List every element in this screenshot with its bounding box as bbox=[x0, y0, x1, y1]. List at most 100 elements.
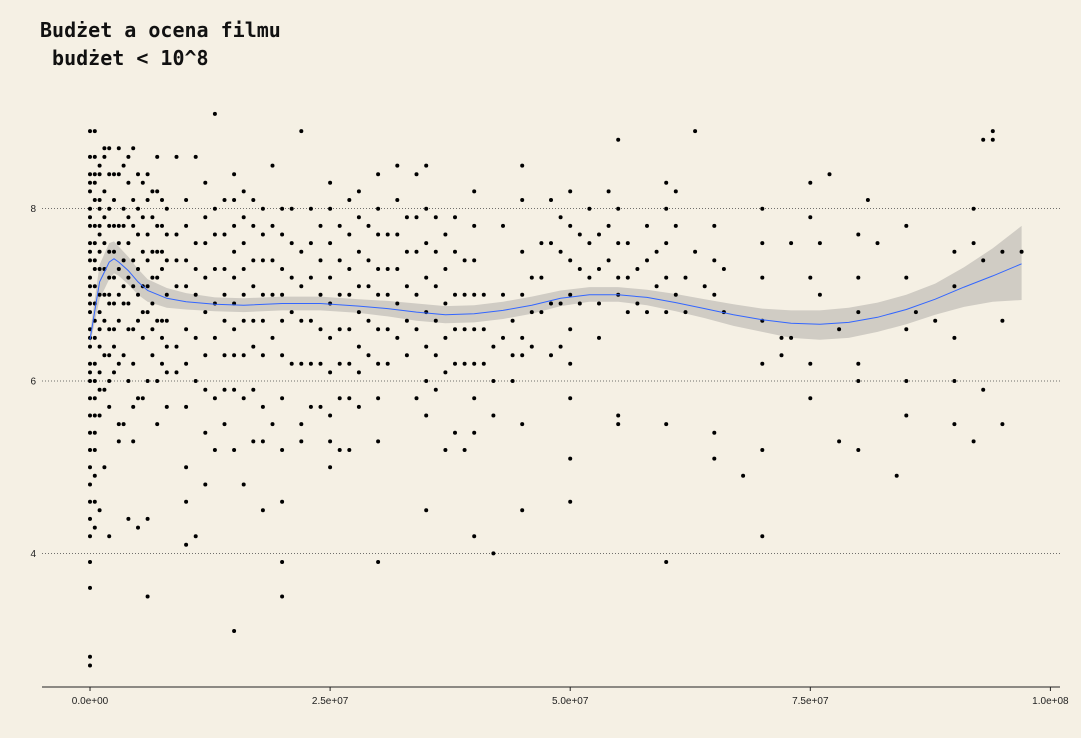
data-point bbox=[121, 223, 126, 228]
data-point bbox=[112, 327, 116, 332]
data-point bbox=[116, 241, 121, 246]
data-point bbox=[184, 258, 189, 263]
data-point bbox=[424, 508, 429, 513]
data-point bbox=[88, 327, 92, 332]
data-point bbox=[160, 318, 164, 323]
data-point bbox=[990, 137, 995, 142]
data-point bbox=[102, 292, 107, 297]
data-point bbox=[88, 516, 92, 521]
data-point bbox=[260, 404, 265, 409]
data-point bbox=[424, 241, 429, 246]
data-point bbox=[136, 318, 140, 323]
data-point bbox=[453, 292, 457, 297]
data-point bbox=[712, 258, 717, 263]
data-point bbox=[299, 284, 304, 289]
data-point bbox=[635, 267, 640, 271]
data-point bbox=[981, 387, 986, 392]
data-point bbox=[88, 172, 92, 177]
data-point bbox=[126, 379, 131, 383]
data-point bbox=[520, 249, 525, 254]
data-point bbox=[347, 232, 352, 237]
data-point bbox=[385, 292, 390, 297]
data-point bbox=[193, 241, 198, 246]
data-point bbox=[203, 353, 208, 358]
data-point bbox=[150, 353, 155, 358]
data-point bbox=[453, 327, 457, 332]
data-point bbox=[808, 361, 813, 366]
data-point bbox=[558, 344, 563, 349]
data-point bbox=[990, 129, 995, 134]
data-point bbox=[88, 189, 92, 194]
data-point bbox=[92, 198, 97, 202]
data-point bbox=[741, 473, 746, 478]
data-point bbox=[971, 439, 976, 444]
data-point bbox=[433, 284, 438, 289]
data-point bbox=[472, 327, 477, 332]
data-point bbox=[875, 241, 880, 246]
data-point bbox=[462, 258, 467, 263]
data-point bbox=[347, 448, 352, 452]
x-tick-label: 0.0e+00 bbox=[72, 696, 109, 707]
data-point bbox=[645, 310, 649, 315]
data-point bbox=[414, 327, 419, 332]
data-point bbox=[952, 379, 957, 383]
data-point bbox=[280, 594, 285, 599]
data-point bbox=[808, 180, 813, 185]
data-point bbox=[472, 361, 477, 366]
data-point bbox=[260, 206, 265, 211]
data-point bbox=[164, 258, 169, 263]
data-point bbox=[136, 292, 140, 297]
data-point bbox=[88, 585, 92, 590]
data-point bbox=[107, 301, 112, 306]
data-point bbox=[88, 430, 92, 435]
data-point bbox=[712, 292, 717, 297]
data-point bbox=[356, 249, 361, 254]
data-point bbox=[97, 267, 102, 271]
data-point bbox=[443, 448, 448, 452]
data-point bbox=[865, 198, 870, 202]
data-point bbox=[155, 154, 160, 159]
data-point bbox=[155, 223, 160, 228]
x-tick-label: 1.0e+08 bbox=[1032, 696, 1069, 707]
data-point bbox=[779, 353, 784, 358]
data-point bbox=[160, 249, 164, 254]
data-point bbox=[212, 448, 217, 452]
data-point bbox=[491, 379, 496, 383]
data-point bbox=[308, 206, 313, 211]
data-point bbox=[414, 396, 419, 401]
data-point bbox=[587, 206, 592, 211]
data-point bbox=[131, 223, 136, 228]
data-point bbox=[414, 215, 419, 220]
data-point bbox=[88, 499, 92, 504]
data-point bbox=[121, 206, 126, 211]
data-point bbox=[232, 223, 237, 228]
data-point bbox=[232, 448, 237, 452]
y-tick-label: 6 bbox=[30, 377, 36, 388]
data-point bbox=[92, 180, 97, 185]
data-point bbox=[136, 525, 140, 530]
data-point bbox=[971, 241, 976, 246]
data-point bbox=[481, 292, 486, 297]
data-point bbox=[472, 189, 477, 194]
data-point bbox=[92, 172, 97, 177]
data-point bbox=[280, 206, 285, 211]
data-point bbox=[241, 482, 246, 487]
data-point bbox=[97, 163, 102, 168]
data-point bbox=[462, 448, 467, 452]
data-point bbox=[270, 223, 275, 228]
data-point bbox=[952, 249, 957, 254]
data-point bbox=[222, 318, 227, 323]
data-point bbox=[404, 353, 409, 358]
data-point bbox=[520, 508, 525, 513]
data-point bbox=[92, 361, 97, 366]
data-point bbox=[654, 284, 659, 289]
data-point bbox=[424, 344, 429, 349]
data-point bbox=[145, 379, 150, 383]
data-point bbox=[472, 223, 477, 228]
data-point bbox=[112, 223, 116, 228]
data-point bbox=[299, 422, 304, 427]
data-point bbox=[981, 258, 986, 263]
data-point bbox=[347, 396, 352, 401]
data-point bbox=[453, 215, 457, 220]
data-point bbox=[712, 430, 717, 435]
